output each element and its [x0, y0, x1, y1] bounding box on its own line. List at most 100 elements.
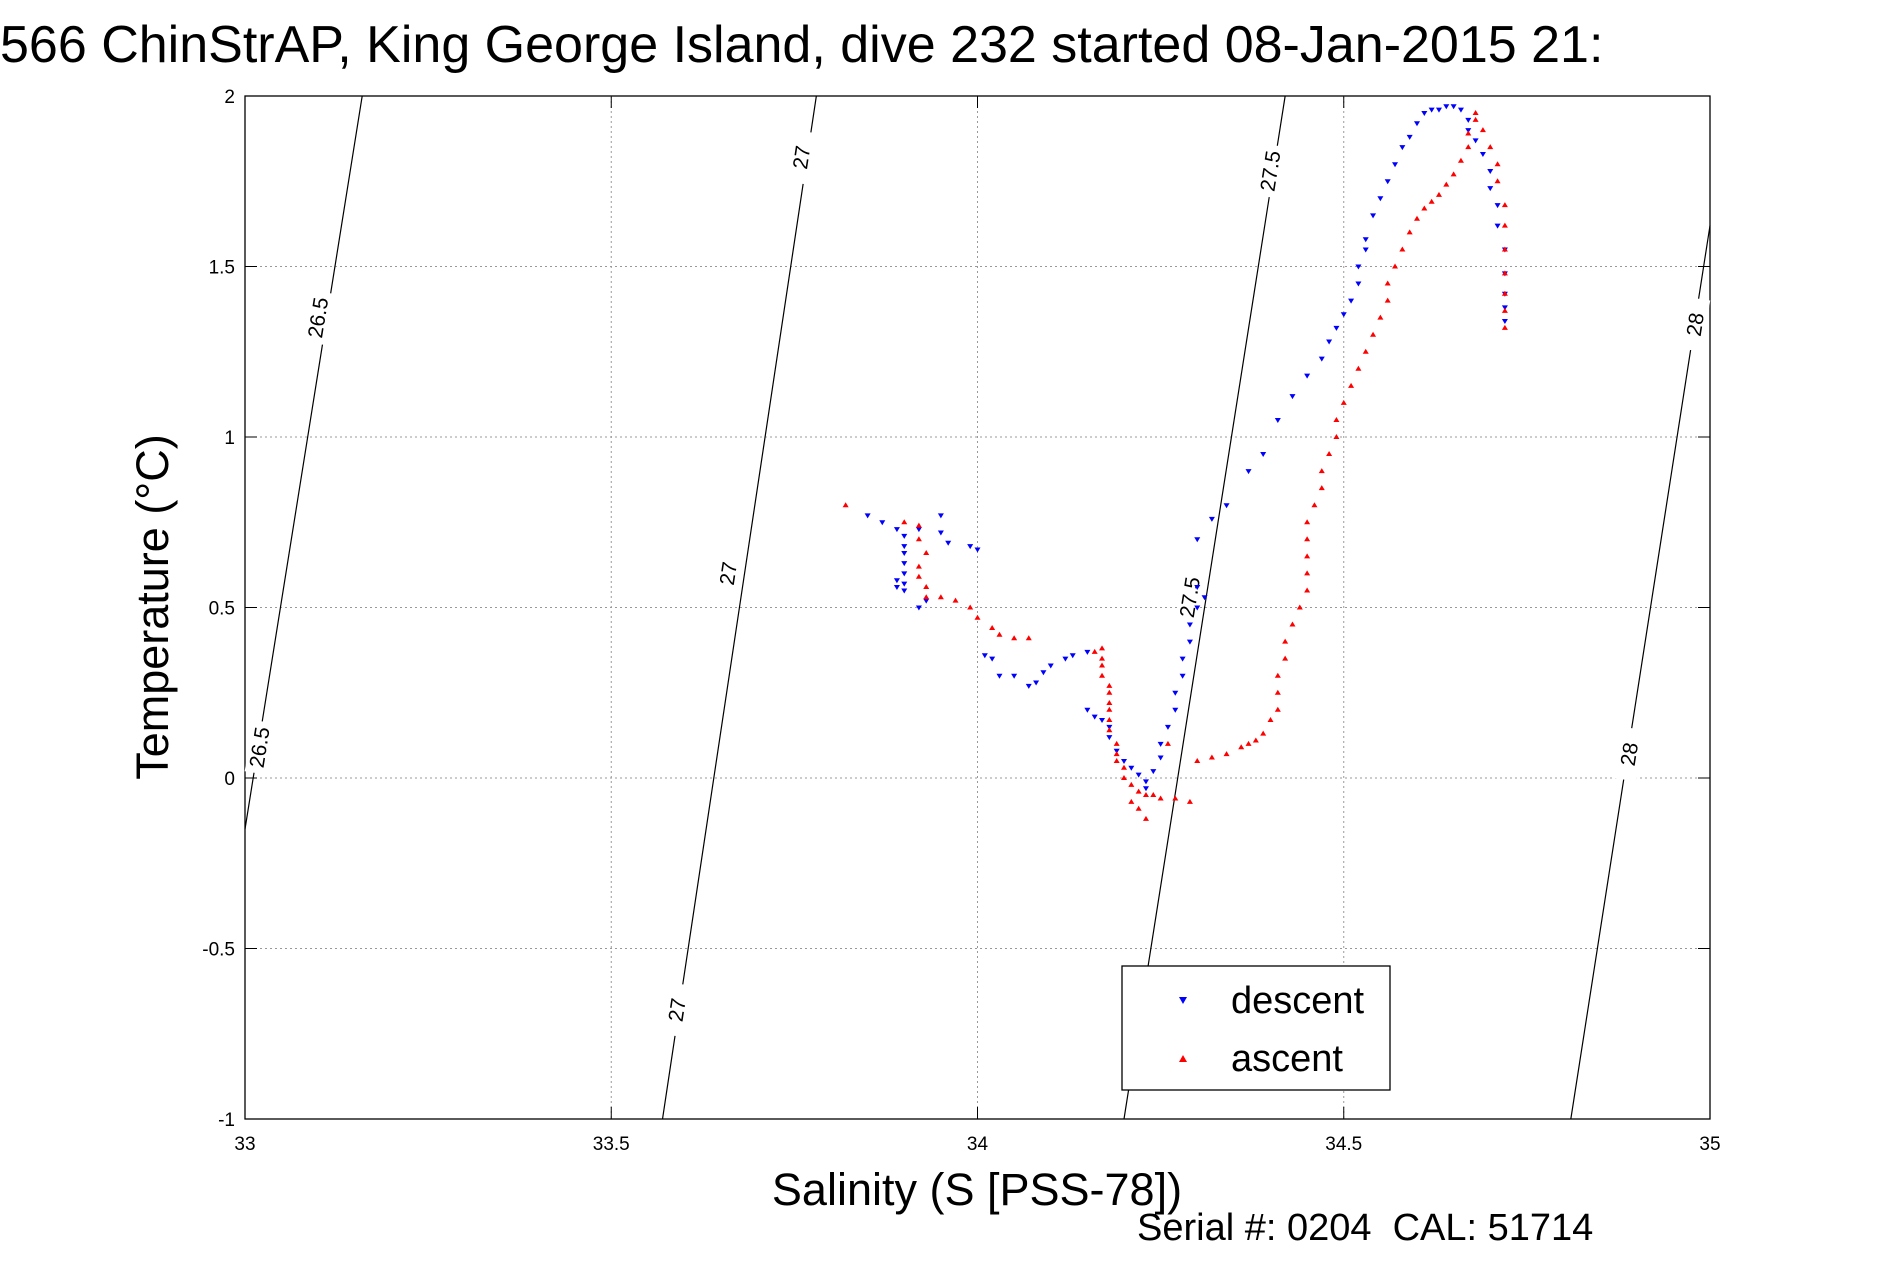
descent-point	[1157, 755, 1164, 761]
descent-point	[901, 550, 908, 556]
descent-point	[864, 513, 871, 519]
series-descent	[864, 104, 1508, 792]
ascent-point	[1304, 570, 1311, 576]
ascent-point	[1392, 263, 1399, 269]
descent-point	[937, 513, 944, 519]
ascent-point	[1267, 717, 1274, 723]
descent-point	[1318, 356, 1325, 362]
descent-point	[1428, 107, 1435, 113]
x-tick-label: 34	[967, 1134, 989, 1155]
descent-point	[1465, 117, 1472, 123]
ascent-point	[1311, 502, 1318, 508]
descent-point	[1501, 319, 1508, 325]
ascent-point	[1348, 382, 1355, 388]
descent-point	[901, 533, 908, 539]
descent-point	[1355, 264, 1362, 270]
legend-ascent-label: ascent	[1231, 1038, 1343, 1080]
y-tick-label: 2	[224, 87, 235, 108]
descent-point	[967, 544, 974, 550]
ascent-point	[1186, 798, 1193, 804]
descent-point	[1435, 107, 1442, 113]
descent-point	[901, 588, 908, 594]
ascent-point	[1501, 307, 1508, 313]
ascent-point	[923, 594, 930, 600]
ascent-point	[1501, 290, 1508, 296]
descent-point	[893, 578, 900, 584]
descent-point	[1164, 724, 1171, 730]
descent-point	[981, 653, 988, 659]
ascent-point	[1106, 727, 1113, 733]
ascent-point	[1318, 468, 1325, 474]
ascent-point	[996, 631, 1003, 637]
descent-point	[879, 520, 886, 526]
descent-point	[1084, 707, 1091, 713]
ascent-point	[1472, 116, 1479, 122]
density-contour-line	[661, 95, 817, 1120]
y-tick-label: 0	[224, 769, 235, 790]
descent-point	[1443, 104, 1450, 110]
density-contour-label: 27	[665, 997, 691, 1024]
ascent-point	[1304, 553, 1311, 559]
ascent-point	[1282, 655, 1289, 661]
descent-point	[901, 581, 908, 587]
descent-point	[1194, 605, 1201, 611]
descent-point	[1142, 786, 1149, 792]
ascent-point	[1106, 682, 1113, 688]
ascent-point	[1501, 246, 1508, 252]
ascent-point	[1501, 222, 1508, 228]
descent-point	[1245, 469, 1252, 475]
ascent-point	[1011, 635, 1018, 641]
contour-label-bg	[244, 719, 275, 775]
ascent-point	[1465, 130, 1472, 136]
descent-point	[1062, 656, 1069, 662]
descent-point	[974, 547, 981, 553]
descent-point	[1106, 735, 1113, 741]
ascent-point	[1384, 280, 1391, 286]
descent-point	[1487, 169, 1494, 175]
ascent-point	[937, 594, 944, 600]
density-contour-label: 27	[789, 144, 815, 171]
ascent-point	[1252, 737, 1259, 743]
contour-label-bg	[1255, 143, 1286, 199]
ascent-point	[915, 573, 922, 579]
ascent-point	[1501, 202, 1508, 208]
descent-point	[1194, 585, 1201, 591]
x-tick-label: 33.5	[593, 1134, 630, 1155]
ascent-point	[1501, 270, 1508, 276]
chart-title: 566 ChinStrAP, King George Island, dive …	[0, 16, 1603, 74]
descent-point	[996, 673, 1003, 679]
ascent-point	[1150, 792, 1157, 798]
ascent-point	[1333, 434, 1340, 439]
ascent-point	[1113, 740, 1120, 746]
density-contour-line	[244, 95, 363, 830]
density-contour-line	[1570, 225, 1711, 1120]
descent-point	[915, 527, 922, 533]
contour-label-bg	[1680, 297, 1711, 352]
ascent-point	[1377, 314, 1384, 320]
descent-point	[893, 585, 900, 591]
descent-point	[901, 571, 908, 577]
ascent-point	[1487, 144, 1494, 150]
descent-point	[1172, 690, 1179, 696]
ascent-point	[1172, 795, 1179, 801]
ascent-point	[1157, 795, 1164, 801]
ascent-point	[1340, 399, 1347, 405]
descent-point	[893, 527, 900, 533]
descent-point	[1223, 503, 1230, 509]
descent-point	[1494, 203, 1501, 209]
ascent-point	[1296, 604, 1303, 610]
descent-point	[1025, 683, 1032, 689]
ascent-point	[1457, 157, 1464, 163]
ascent-point	[1106, 689, 1113, 695]
descent-point	[1326, 339, 1333, 345]
descent-point	[1099, 718, 1106, 724]
ascent-point	[1472, 110, 1479, 116]
descent-point	[1091, 714, 1098, 720]
ascent-point	[1274, 672, 1281, 678]
descent-point	[945, 540, 952, 546]
ascent-point	[1208, 754, 1215, 760]
ascent-point	[1099, 645, 1106, 651]
contour-label-bg	[662, 982, 692, 1038]
ascent-point	[1142, 815, 1149, 821]
